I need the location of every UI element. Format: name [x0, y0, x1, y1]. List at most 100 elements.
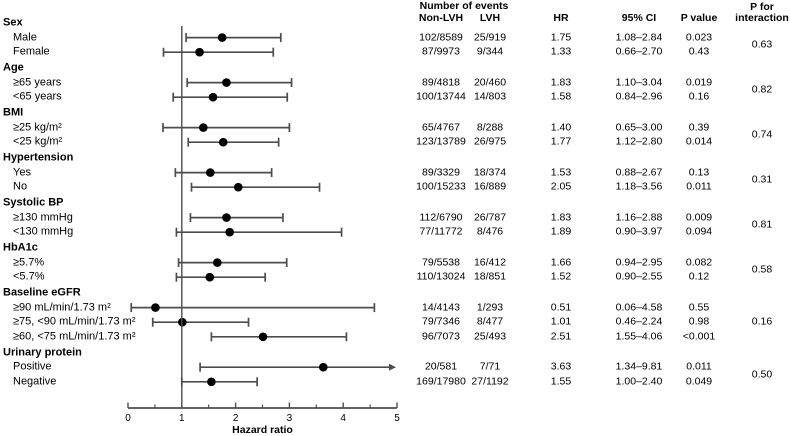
cell-p-value: 0.13 [688, 166, 710, 179]
cell-ci-text: 0.88–2.67 [615, 166, 663, 179]
subgroup-label: Female [13, 45, 50, 58]
cell-p-value: 0.16 [688, 90, 710, 103]
cell-hr-text: 1.75 [550, 31, 572, 44]
cell-hr-text: 1.58 [550, 90, 572, 103]
cell-non-lvh: 96/7073 [422, 330, 460, 343]
cell-hr-text: 1.83 [550, 76, 572, 89]
cell-ci-text: 1.12–2.80 [615, 135, 663, 148]
cell-p-interaction: 0.82 [751, 83, 773, 96]
cell-non-lvh: 112/6790 [419, 211, 463, 224]
cell-p-value: 0.39 [688, 121, 710, 134]
cell-hr-text: 1.53 [550, 166, 572, 179]
cell-non-lvh: 100/13744 [416, 90, 466, 103]
cell-ci-text: 1.34–9.81 [615, 360, 663, 373]
cell-ci-text: 1.18–3.56 [615, 180, 663, 193]
cell-non-lvh: 110/13024 [416, 270, 466, 283]
cell-p-value: 0.011 [686, 180, 712, 193]
subgroup-label: <25 kg/m² [13, 135, 63, 148]
cell-non-lvh: 87/9973 [422, 45, 460, 58]
cell-p-interaction: 0.81 [751, 218, 773, 231]
column-header-ci: 95% CI [621, 12, 657, 24]
cell-p-interaction: 0.16 [751, 315, 773, 328]
subgroup-label: <130 mmHg [13, 225, 74, 238]
cell-lvh: 7/71 [479, 360, 501, 373]
cell-p-value: 0.082 [685, 256, 713, 269]
x-axis-tick-label: 4 [340, 413, 346, 424]
cell-ci-text: 0.06–4.58 [615, 301, 663, 314]
cell-lvh: 27/1192 [471, 375, 509, 388]
subgroup-header: BMI [3, 106, 24, 119]
cell-ci-text: 1.16–2.88 [615, 211, 663, 224]
point-estimate-marker [225, 227, 234, 237]
cell-p-value: 0.014 [685, 135, 713, 148]
point-estimate-marker [258, 332, 268, 342]
column-header-lvh: LVH [479, 12, 501, 24]
cell-non-lvh: 79/7346 [422, 315, 460, 328]
cell-lvh: 26/975 [473, 135, 507, 148]
column-header-p-interaction-line2: interaction [735, 12, 789, 24]
cell-non-lvh: 89/3329 [422, 166, 460, 179]
cell-p-value: 0.55 [688, 301, 710, 314]
cell-lvh: 9/344 [476, 45, 504, 58]
cell-p-interaction: 0.31 [751, 173, 773, 186]
cell-hr-text: 1.83 [550, 211, 572, 224]
subgroup-label: ≥65 years [13, 76, 62, 89]
cell-p-value: 0.019 [685, 76, 713, 89]
cell-lvh: 26/787 [473, 211, 507, 224]
cell-ci-text: 0.90–2.55 [615, 270, 663, 283]
cell-lvh: 14/803 [473, 90, 507, 103]
cell-lvh: 8/288 [476, 121, 504, 134]
point-estimate-marker [208, 92, 218, 102]
cell-ci-text: 0.66–2.70 [615, 45, 663, 58]
subgroup-label: <65 years [13, 90, 62, 103]
subgroup-header: Hypertension [3, 151, 74, 164]
subgroup-label: Male [13, 31, 37, 44]
cell-non-lvh: 123/13789 [416, 135, 466, 148]
cell-hr-text: 1.55 [550, 375, 572, 388]
point-estimate-marker [233, 182, 243, 192]
cell-ci-text: 1.08–2.84 [615, 31, 663, 44]
cell-lvh: 18/374 [473, 166, 507, 179]
subgroup-label: ≥130 mmHg [13, 211, 73, 224]
point-estimate-marker [206, 168, 215, 177]
x-axis-tick-label: 5 [394, 413, 400, 424]
cell-hr-text: 1.52 [550, 270, 572, 283]
cell-non-lvh: 100/15233 [416, 180, 466, 193]
point-estimate-marker [151, 303, 160, 312]
cell-hr-text: 3.63 [550, 360, 572, 373]
cell-p-value: 0.094 [685, 225, 713, 238]
cell-p-interaction: 0.74 [751, 128, 773, 141]
subgroup-label: No [13, 180, 28, 193]
subgroup-label: ≥90 mL/min/1.73 m² [13, 301, 111, 314]
point-estimate-marker [318, 362, 328, 372]
subgroup-label: ≥75, <90 mL/min/1.73 m² [13, 315, 136, 328]
cell-lvh: 25/919 [473, 31, 507, 44]
x-axis-tick-label: 0 [125, 413, 131, 424]
cell-non-lvh: 14/4143 [422, 301, 460, 314]
cell-lvh: 8/476 [476, 225, 504, 238]
cell-ci-text: 1.00–2.40 [615, 375, 663, 388]
cell-lvh: 1/293 [476, 301, 504, 314]
cell-hr-text: 1.01 [550, 315, 572, 328]
column-header-p-interaction-line1: P for [750, 1, 774, 13]
x-axis-tick-label: 3 [287, 413, 293, 424]
point-estimate-marker [195, 47, 204, 57]
cell-ci-text: 1.10–3.04 [615, 76, 663, 89]
subgroup-label: Positive [13, 360, 52, 373]
column-header-number-of-events: Number of events [419, 0, 509, 12]
ci-arrow-right [389, 363, 396, 371]
cell-lvh: 8/477 [476, 315, 504, 328]
cell-lvh: 16/889 [473, 180, 507, 193]
cell-non-lvh: 77/11772 [419, 225, 463, 238]
cell-p-value: 0.98 [688, 315, 710, 328]
cell-p-interaction: 0.63 [751, 38, 773, 51]
point-estimate-marker [199, 123, 208, 132]
point-estimate-marker [218, 137, 228, 147]
x-axis-tick-label: 1 [179, 413, 185, 424]
column-header-p-value: P value [680, 12, 718, 24]
cell-lvh: 25/493 [473, 330, 507, 343]
subgroup-header: Urinary protein [3, 346, 82, 359]
point-estimate-marker [222, 78, 231, 87]
